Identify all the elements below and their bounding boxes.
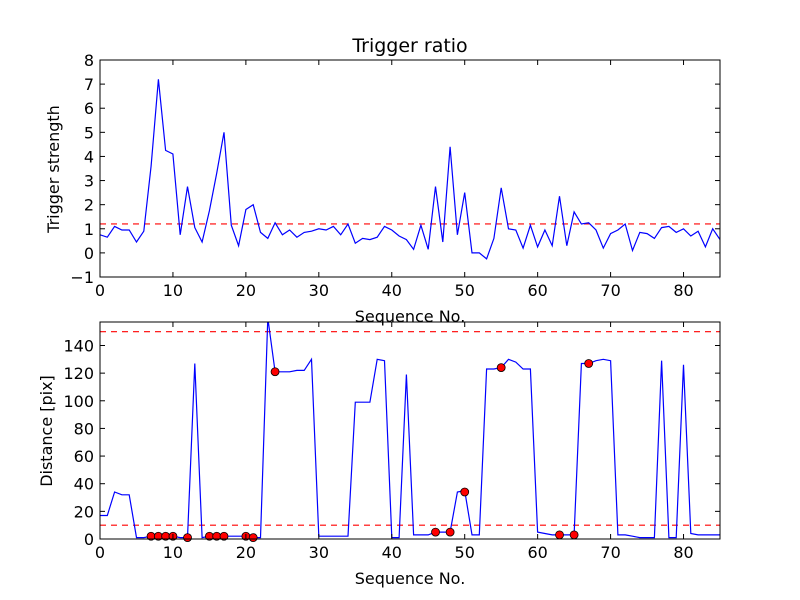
- trigger-ratio-plot: Trigger ratio 0 10 20 30 40 50 60 70 80−10123456…: [44, 35, 721, 326]
- plot-area: [100, 322, 720, 543]
- plot-area: [100, 79, 720, 260]
- series-line: [100, 322, 720, 539]
- y-tick-label: 4: [84, 147, 94, 166]
- y-tick-label: 1: [84, 220, 94, 239]
- x-tick-label: 50: [455, 543, 475, 562]
- axes-frame: [99, 59, 721, 278]
- y-tick-label: 80: [74, 419, 94, 438]
- y-tick-label: 140: [63, 336, 94, 355]
- y-tick-label: 0: [84, 530, 94, 549]
- x-tick-label: 20: [236, 281, 256, 300]
- x-tick-label: 80: [673, 281, 693, 300]
- y-tick-label: 2: [84, 196, 94, 215]
- data-point-marker: [219, 531, 229, 541]
- y-tick-label: 8: [84, 51, 94, 70]
- y-tick-label: 60: [74, 447, 94, 466]
- x-tick-label: 30: [309, 543, 329, 562]
- y-tick-label: 5: [84, 123, 94, 142]
- x-tick-label: 40: [382, 281, 402, 300]
- y-tick-label: 7: [84, 75, 94, 94]
- y-tick-label: 0: [84, 244, 94, 263]
- data-point-marker: [496, 363, 506, 373]
- x-axis-label: Sequence No.: [355, 307, 466, 326]
- data-point-marker: [445, 527, 455, 537]
- y-tick-label: 3: [84, 172, 94, 191]
- clipped-data: [100, 322, 720, 539]
- x-axis-label: Sequence No.: [355, 569, 466, 588]
- distance-plot: 0 10 20 30 40 50 60 70 80 0 20 40 60 80 100 120 140 Sequ…: [37, 321, 721, 588]
- chart-title: Trigger ratio: [351, 35, 467, 57]
- data-point-marker: [270, 367, 280, 377]
- data-point-marker: [584, 359, 594, 368]
- y-tick-label: 6: [84, 99, 94, 118]
- clipped-data: [100, 79, 720, 260]
- x-tick-label: 60: [527, 543, 547, 562]
- x-tick-label: 0: [95, 281, 105, 300]
- x-tick-label: 30: [309, 281, 329, 300]
- y-tick-label: 20: [74, 502, 94, 521]
- data-point-marker: [569, 530, 579, 540]
- x-tick-label: 70: [600, 281, 620, 300]
- data-point-marker: [431, 527, 440, 537]
- y-tick-label: −1: [70, 268, 94, 287]
- series-line: [100, 79, 720, 260]
- x-tick-label: 60: [527, 281, 547, 300]
- y-tick-label: 120: [63, 364, 94, 383]
- x-tick-label: 20: [236, 543, 256, 562]
- y-axis-label: Distance [pix]: [37, 375, 56, 487]
- x-tick-label: 0: [95, 543, 105, 562]
- x-tick-label: 50: [455, 281, 475, 300]
- data-point-marker: [555, 530, 564, 540]
- x-tick-label: 10: [163, 543, 183, 562]
- x-tick-label: 80: [673, 543, 693, 562]
- axes-frame: [99, 321, 721, 540]
- data-point-marker: [460, 487, 470, 497]
- x-tick-label: 10: [163, 281, 183, 300]
- y-tick-label: 40: [74, 475, 94, 494]
- data-point-marker: [183, 533, 192, 543]
- x-tick-label: 40: [382, 543, 402, 562]
- x-tick-label: 70: [600, 543, 620, 562]
- y-axis-label: Trigger strength: [44, 105, 63, 234]
- axis-ticks: 0 10 20 30 40 50 60 70 80 0 20 40 60 80 100 120 140: [63, 322, 720, 562]
- data-point-marker: [248, 533, 258, 543]
- y-tick-label: 100: [63, 392, 94, 411]
